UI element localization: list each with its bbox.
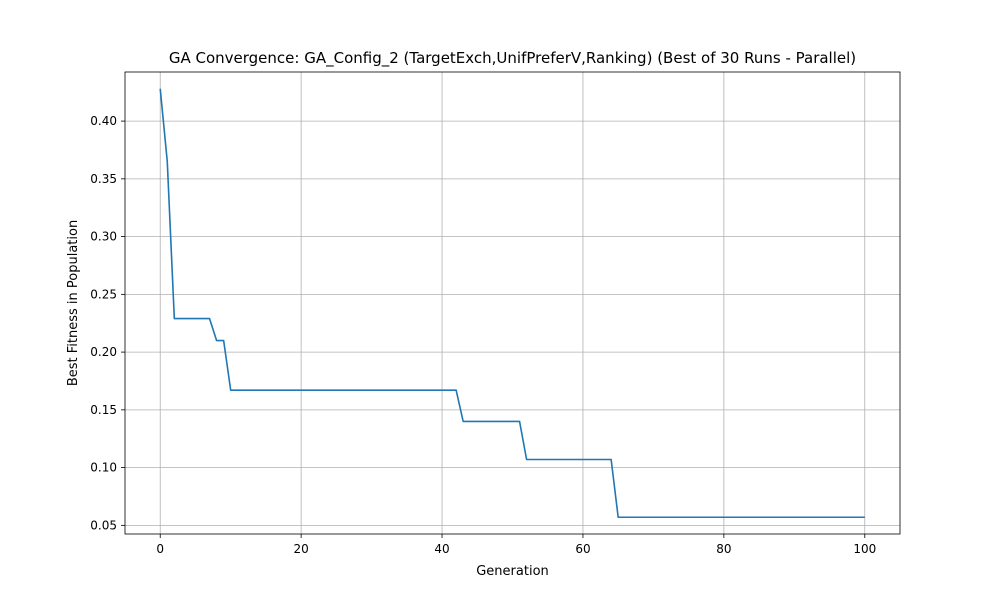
plot-frame — [124, 71, 901, 535]
x-tick-label: 100 — [853, 542, 876, 556]
series-layer — [159, 88, 865, 519]
y-tick-label: 0.05 — [90, 518, 117, 532]
x-tick-label: 60 — [575, 542, 590, 556]
y-tick-label: 0.30 — [90, 230, 117, 244]
x-tick-label: 0 — [156, 542, 164, 556]
y-tick-label: 0.10 — [90, 461, 117, 475]
y-tick-label: 0.20 — [90, 345, 117, 359]
y-tick-label: 0.40 — [90, 114, 117, 128]
x-tick-label: 40 — [434, 542, 449, 556]
x-axis-label: Generation — [476, 564, 549, 579]
series-line — [159, 88, 865, 519]
y-tick-label: 0.25 — [90, 287, 117, 301]
y-axis-label: Best Fitness in Population — [66, 220, 81, 386]
x-tick-label: 80 — [716, 542, 731, 556]
y-tick-label: 0.35 — [90, 172, 117, 186]
grid-layer — [125, 72, 900, 534]
tick-layer: 0 20 40 60 80 100 0.05 0.10 0.15 0.20 0.25 0.30 0.35… — [90, 114, 876, 556]
y-tick-label: 0.15 — [90, 403, 117, 417]
x-tick-label: 20 — [293, 542, 308, 556]
chart-title: GA Convergence: GA_Config_2 (TargetExch,… — [169, 49, 856, 68]
